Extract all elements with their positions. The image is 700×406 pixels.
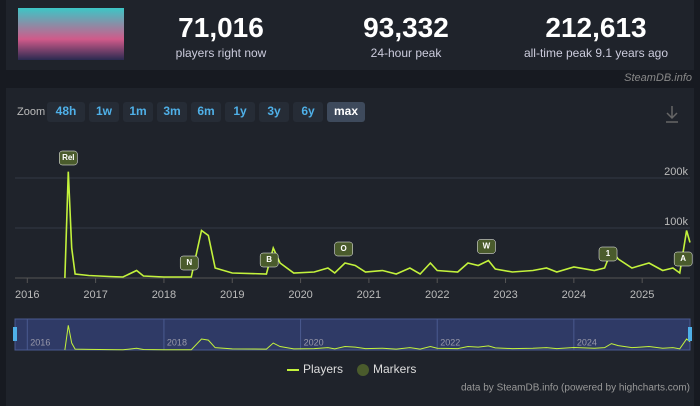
- x-tick-label: 2021: [357, 289, 381, 301]
- zoom-button-label[interactable]: 3y: [267, 104, 281, 118]
- x-tick-label: 2017: [83, 289, 107, 301]
- header: 71,016 players right now 93,332 24-hour pe…: [6, 0, 694, 70]
- navigator-handle[interactable]: [13, 327, 17, 341]
- zoom-button-label[interactable]: 48h: [56, 104, 77, 118]
- x-tick-label: 2023: [493, 289, 517, 301]
- legend-marker[interactable]: [357, 364, 369, 376]
- x-tick-label: 2025: [630, 289, 654, 301]
- zoom-button-label[interactable]: 1w: [96, 104, 113, 118]
- x-tick-label: 2018: [152, 289, 176, 301]
- marker-label: N: [186, 258, 192, 267]
- zoom-button[interactable]: [191, 102, 221, 122]
- navigator-tick-label: 2020: [304, 337, 324, 347]
- marker-label: A: [680, 254, 686, 263]
- zoom-button-label[interactable]: 1m: [129, 104, 146, 118]
- legend-label[interactable]: Players: [303, 362, 343, 376]
- navigator-line: [64, 325, 691, 351]
- stat-value: 212,613: [545, 12, 647, 43]
- download-icon[interactable]: [666, 106, 678, 123]
- zoom-button[interactable]: [47, 102, 85, 122]
- game-image: [18, 8, 124, 60]
- zoom-button-label[interactable]: 1y: [233, 104, 247, 118]
- x-tick-label: 2016: [15, 289, 39, 301]
- stat: 93,332 24-hour peak: [326, 12, 486, 60]
- x-tick-label: 2024: [562, 289, 586, 301]
- stat-value: 93,332: [363, 12, 449, 43]
- x-tick-label: 2020: [288, 289, 312, 301]
- zoom-button[interactable]: [123, 102, 153, 122]
- zoom-button[interactable]: [89, 102, 119, 122]
- navigator-tick-label: 2024: [577, 337, 597, 347]
- y-tick-label: 200k: [664, 166, 688, 178]
- y-tick-label: 100k: [664, 216, 688, 228]
- marker: [179, 255, 199, 271]
- x-tick-label: 2019: [220, 289, 244, 301]
- stat-label: players right now: [175, 46, 267, 60]
- zoom-button[interactable]: [293, 102, 323, 122]
- marker: [59, 150, 78, 166]
- navigator-tick-label: 2022: [440, 337, 460, 347]
- marker-label: B: [266, 255, 272, 264]
- marker: [334, 241, 353, 257]
- zoom-button[interactable]: [327, 102, 365, 122]
- marker-label: W: [483, 242, 491, 251]
- stat-label: all-time peak 9.1 years ago: [523, 46, 669, 60]
- marker: [477, 239, 496, 254]
- watermark: SteamDB.info: [624, 72, 692, 84]
- zoom-button-label[interactable]: max: [334, 104, 358, 118]
- zoom-button-label[interactable]: 6y: [301, 104, 315, 118]
- marker: [259, 252, 279, 268]
- stat: 71,016 players right now: [141, 12, 301, 60]
- stat-label: 24-hour peak: [370, 46, 442, 60]
- zoom-button-label[interactable]: 6m: [197, 104, 214, 118]
- x-tick-label: 2022: [425, 289, 449, 301]
- legend-label[interactable]: Markers: [373, 362, 416, 376]
- zoom-label: Zoom: [17, 106, 45, 118]
- marker: [673, 251, 693, 267]
- zoom-button-label[interactable]: 3m: [163, 104, 180, 118]
- navigator-tick-label: 2018: [167, 337, 187, 347]
- navigator-handle[interactable]: [688, 327, 692, 341]
- zoom-button[interactable]: [157, 102, 187, 122]
- marker-label: Rel: [62, 153, 74, 162]
- marker-label: O: [341, 244, 347, 253]
- line: [64, 171, 691, 279]
- zoom-button[interactable]: [225, 102, 255, 122]
- marker: [598, 246, 618, 262]
- zoom-button[interactable]: [259, 102, 289, 122]
- marker-label: 1: [606, 249, 611, 258]
- navigator-tick-label: 2016: [30, 337, 50, 347]
- credits: data by SteamDB.info (powered by highcha…: [461, 383, 690, 394]
- stat-value: 71,016: [178, 12, 264, 43]
- stat: 212,613 all-time peak 9.1 years ago: [516, 12, 676, 60]
